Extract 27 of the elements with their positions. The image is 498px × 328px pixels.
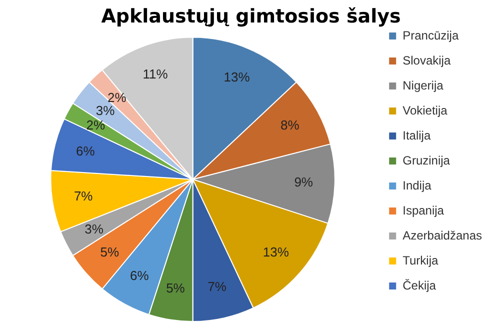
data-label: 3% bbox=[84, 221, 104, 236]
data-label: 11% bbox=[142, 66, 168, 82]
data-label: 6% bbox=[130, 268, 150, 284]
data-label: 7% bbox=[208, 279, 227, 294]
legend-label: Gruzinija bbox=[402, 153, 450, 168]
legend-label: Azerbaidžanas bbox=[402, 228, 482, 242]
legend-label: Turkija bbox=[402, 253, 439, 268]
data-label: 3% bbox=[96, 103, 116, 118]
legend-label: Slovakija bbox=[402, 53, 451, 68]
data-label: 7% bbox=[74, 188, 94, 204]
data-label: 5% bbox=[166, 280, 186, 296]
chart-title: Apklaustųjų gimtosios šalys bbox=[101, 5, 401, 28]
legend-label: Italija bbox=[402, 128, 431, 142]
legend-label: Nigerija bbox=[402, 78, 444, 92]
data-label: 8% bbox=[280, 118, 300, 133]
data-label: 13% bbox=[224, 69, 250, 84]
legend-label: Indija bbox=[402, 178, 432, 192]
legend-label: Prancūzija bbox=[402, 28, 459, 42]
data-label: 9% bbox=[294, 174, 314, 190]
data-label: 13% bbox=[262, 244, 290, 260]
data-label: 6% bbox=[76, 143, 96, 158]
legend-label: Čekija bbox=[402, 278, 436, 292]
legend-label: Vokietija bbox=[402, 103, 448, 118]
legend-label: Ispanija bbox=[402, 203, 444, 218]
data-label: 2% bbox=[86, 118, 106, 133]
data-label: 5% bbox=[100, 244, 120, 260]
data-label: 2% bbox=[108, 90, 127, 106]
